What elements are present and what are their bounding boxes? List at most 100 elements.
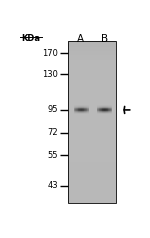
Bar: [83, 108, 84, 109]
Bar: [105, 113, 106, 114]
Bar: [68, 178, 116, 180]
Bar: [82, 111, 83, 112]
Bar: [77, 112, 78, 113]
Bar: [83, 107, 84, 108]
Bar: [85, 110, 86, 111]
Bar: [79, 113, 80, 114]
Bar: [108, 112, 109, 113]
Bar: [68, 116, 116, 118]
Bar: [105, 109, 106, 110]
Bar: [88, 113, 89, 114]
Bar: [105, 110, 106, 111]
Bar: [108, 105, 109, 106]
Bar: [81, 105, 82, 106]
Bar: [68, 172, 116, 174]
Text: B: B: [101, 35, 108, 45]
Bar: [77, 108, 78, 109]
Bar: [68, 136, 116, 138]
Bar: [103, 108, 104, 109]
Bar: [68, 43, 116, 45]
Bar: [83, 113, 84, 114]
Bar: [104, 111, 105, 112]
Bar: [88, 112, 89, 113]
Bar: [108, 113, 109, 114]
Bar: [100, 113, 101, 114]
Bar: [100, 109, 101, 110]
Bar: [101, 108, 102, 109]
Bar: [87, 111, 88, 112]
Bar: [77, 113, 78, 114]
Bar: [87, 112, 88, 113]
Bar: [78, 107, 79, 108]
Bar: [110, 112, 111, 113]
Bar: [107, 106, 108, 107]
Bar: [87, 108, 88, 109]
Bar: [99, 113, 100, 114]
Text: A: A: [77, 35, 84, 45]
Bar: [78, 109, 79, 110]
Bar: [99, 106, 100, 107]
Bar: [79, 112, 80, 113]
Bar: [83, 105, 84, 106]
Bar: [104, 107, 105, 108]
Bar: [84, 107, 85, 108]
Bar: [97, 107, 98, 108]
Bar: [101, 107, 102, 108]
Bar: [108, 106, 109, 107]
Bar: [68, 160, 116, 162]
Bar: [78, 105, 79, 106]
Bar: [68, 87, 116, 90]
Bar: [111, 108, 112, 109]
Bar: [111, 113, 112, 114]
Bar: [98, 107, 99, 108]
Bar: [85, 107, 86, 108]
Bar: [78, 106, 79, 107]
Bar: [85, 112, 86, 113]
Bar: [68, 108, 116, 110]
Bar: [85, 107, 86, 108]
Bar: [68, 152, 116, 154]
Bar: [98, 113, 99, 114]
Bar: [106, 108, 107, 109]
Bar: [108, 109, 109, 110]
Bar: [101, 105, 102, 106]
Bar: [68, 85, 116, 88]
Bar: [105, 113, 106, 114]
Bar: [99, 111, 100, 112]
Bar: [104, 108, 105, 109]
Bar: [103, 107, 104, 108]
Bar: [68, 134, 116, 136]
Bar: [68, 182, 116, 184]
Bar: [68, 146, 116, 148]
Bar: [102, 113, 103, 114]
Bar: [102, 110, 103, 111]
Bar: [80, 105, 81, 106]
Bar: [105, 112, 106, 113]
Bar: [105, 105, 106, 106]
Bar: [85, 105, 86, 106]
Bar: [106, 112, 107, 113]
Bar: [104, 109, 105, 110]
Bar: [103, 112, 104, 113]
Bar: [99, 110, 100, 111]
Bar: [80, 107, 81, 108]
Bar: [84, 110, 85, 111]
Bar: [110, 105, 111, 106]
Bar: [108, 112, 109, 113]
Bar: [82, 113, 83, 114]
Bar: [100, 105, 101, 106]
Bar: [86, 107, 87, 108]
Bar: [74, 112, 75, 113]
Bar: [100, 113, 101, 114]
Bar: [68, 79, 116, 82]
Bar: [68, 55, 116, 58]
Bar: [103, 112, 104, 113]
Bar: [106, 111, 107, 112]
Bar: [68, 126, 116, 128]
Bar: [84, 113, 85, 114]
Bar: [111, 105, 112, 106]
Bar: [110, 108, 111, 109]
Bar: [68, 101, 116, 104]
Bar: [111, 111, 112, 112]
Bar: [88, 113, 89, 114]
